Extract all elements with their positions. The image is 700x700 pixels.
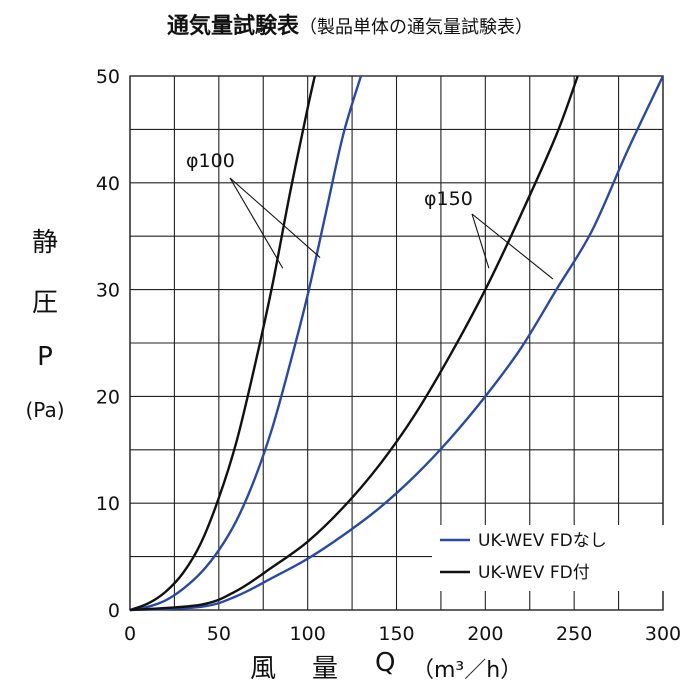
annotation-phi150: φ150 [424, 188, 473, 210]
series-line-phi150-fd-nashi [129, 75, 665, 612]
x-axis-label-unit: （m³／h） [412, 658, 523, 683]
x-tick-label: 150 [378, 623, 414, 645]
y-axis-label-char-3: P [37, 342, 53, 372]
x-axis-label-char-1: 風 [250, 654, 277, 684]
annotation-pointers [229, 177, 554, 280]
series-line-phi100-fd-tsuki [129, 75, 316, 612]
annotation-phi100: φ100 [186, 150, 235, 172]
x-tick-label: 50 [207, 623, 231, 645]
title-main: 通気量試験表 [166, 14, 299, 39]
y-tick-label: 40 [96, 173, 120, 195]
y-tick-label: 10 [96, 493, 120, 515]
x-tick-label: 200 [467, 623, 503, 645]
y-axis-label-unit: (Pa) [25, 398, 65, 422]
y-tick-label: 50 [96, 66, 120, 88]
y-tick-label: 20 [96, 386, 120, 408]
legend: UK-WEV FDなし UK-WEV FD付 [432, 525, 664, 591]
legend-background [432, 525, 664, 591]
pointer-phi150-fd-nashi [471, 213, 554, 280]
pointer-phi150-fd-tsuki [471, 213, 490, 269]
x-axis-label-char-3: Q [375, 648, 396, 678]
x-axis-label-char-2: 量 [312, 654, 339, 684]
x-tick-label: 300 [645, 623, 681, 645]
y-tick-label: 0 [108, 600, 120, 622]
x-tick-label: 250 [556, 623, 592, 645]
legend-label-fd-nashi: UK-WEV FDなし [478, 531, 607, 551]
y-tick-label: 30 [96, 280, 120, 302]
plot-frame [129, 75, 664, 611]
chart-title: 通気量試験表（製品単体の通気量試験表） [0, 8, 700, 40]
title-subtitle: （製品単体の通気量試験表） [299, 17, 533, 38]
tick-labels: 0 50 100 150 200 250 300 0 10 20 30 40 50 [96, 66, 681, 645]
y-axis-label-char-1: 静 [31, 228, 58, 258]
series-lines [129, 75, 665, 612]
x-tick-label: 100 [290, 623, 326, 645]
series-line-phi150-fd-tsuki [129, 75, 579, 612]
pointer-phi100-fd-tsuki [229, 177, 284, 269]
x-tick-label: 0 [124, 623, 136, 645]
y-axis-label-char-2: 圧 [31, 288, 58, 318]
series-line-phi100-fd-nashi [129, 75, 363, 612]
pointer-phi100-fd-nashi [229, 177, 321, 258]
legend-label-fd-tsuki: UK-WEV FD付 [478, 563, 590, 583]
